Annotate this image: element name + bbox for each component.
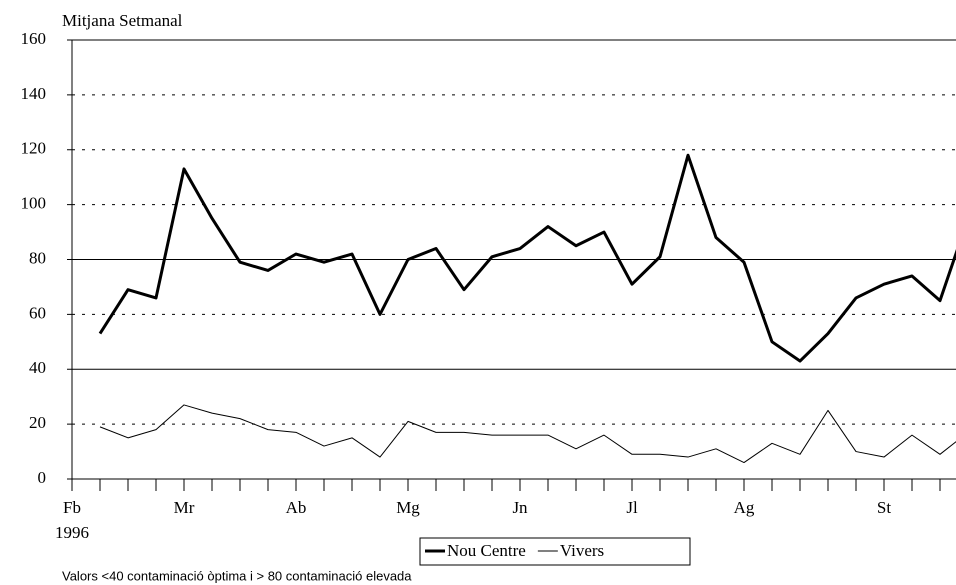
series-line bbox=[99, 404, 956, 464]
legend-label: Nou Centre bbox=[447, 541, 526, 560]
y-tick-label: 120 bbox=[21, 139, 47, 158]
x-tick-label: Ag bbox=[734, 498, 755, 517]
y-tick-label: 80 bbox=[29, 248, 46, 267]
x-tick-label: Ab bbox=[286, 498, 307, 517]
y-tick-label: 20 bbox=[29, 413, 46, 432]
x-tick-label: Fb bbox=[63, 498, 81, 517]
series-line bbox=[98, 153, 956, 363]
y-axis-title: Mitjana Setmanal bbox=[62, 11, 183, 30]
x-tick-label: Mg bbox=[396, 498, 420, 517]
y-tick-label: 140 bbox=[21, 84, 47, 103]
x-tick-label: Mr bbox=[174, 498, 195, 517]
year-label: 1996 bbox=[55, 523, 89, 542]
y-tick-label: 60 bbox=[29, 303, 46, 322]
legend-label: Vivers bbox=[560, 541, 604, 560]
x-tick-label: Jl bbox=[626, 498, 638, 517]
y-tick-label: 160 bbox=[21, 29, 47, 48]
footnote: Valors <40 contaminació òptima i > 80 co… bbox=[62, 568, 412, 583]
x-tick-label: Jn bbox=[512, 498, 528, 517]
y-tick-label: 0 bbox=[38, 468, 47, 487]
y-tick-label: 40 bbox=[29, 358, 46, 377]
x-tick-label: St bbox=[877, 498, 891, 517]
y-tick-label: 100 bbox=[21, 194, 47, 213]
